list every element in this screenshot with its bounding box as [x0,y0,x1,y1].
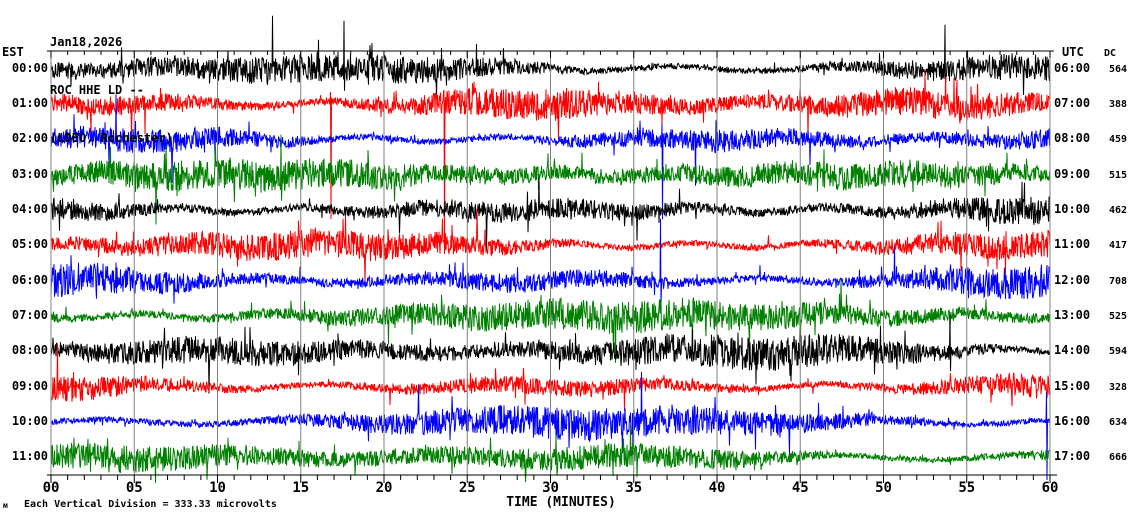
est-time-label: 05:00 [11,237,48,251]
est-time-label: 06:00 [11,273,48,287]
dc-value: 417 [1108,240,1127,251]
utc-axis-header: UTC [1062,45,1084,59]
x-tick-label: 10 [209,480,226,496]
dc-value: 666 [1108,452,1127,463]
x-tick-label: 40 [708,480,726,496]
est-time-label: 10:00 [11,414,48,428]
x-tick-label: 30 [542,480,559,496]
x-tick-label: 05 [125,480,143,496]
est-time-label: 07:00 [11,308,48,322]
utc-time-label: 17:00 [1054,449,1091,463]
est-time-label: 03:00 [11,167,48,181]
corner-watermark: м [3,501,8,510]
dc-value: 564 [1108,64,1127,75]
dc-value: 708 [1108,276,1127,287]
est-time-label: 08:00 [11,343,48,357]
utc-time-label: 09:00 [1054,167,1091,181]
scale-note: Each Vertical Division = 333.33 microvol… [24,499,277,510]
dc-value: 594 [1108,346,1127,357]
x-axis-title: TIME (MINUTES) [506,495,616,510]
est-time-label: 00:00 [11,61,48,75]
x-tick-label: 20 [375,480,393,496]
dc-value: 515 [1108,170,1127,181]
title-date: Jan18,2026 [50,35,123,49]
utc-time-label: 16:00 [1054,414,1091,428]
dc-value: 328 [1108,382,1127,393]
utc-time-label: 10:00 [1054,202,1091,216]
title-block: Jan18,2026 ROC HHE LD -- (LDEO, Rocheste… [50,2,173,178]
est-axis-header: EST [2,45,24,59]
x-tick-label: 25 [458,480,476,496]
est-time-label: 02:00 [11,131,48,145]
x-tick-label: 45 [791,480,809,496]
utc-time-label: 06:00 [1054,61,1091,75]
utc-time-label: 15:00 [1054,379,1091,393]
dc-value: 634 [1108,417,1127,428]
x-tick-label: 55 [958,480,976,496]
utc-time-label: 11:00 [1054,237,1091,251]
utc-time-label: 12:00 [1054,273,1091,287]
x-tick-label: 35 [625,480,643,496]
x-tick-label: 60 [1041,480,1059,496]
x-tick-label: 50 [875,480,892,496]
utc-time-label: 14:00 [1054,343,1091,357]
title-station: ROC HHE LD -- [50,83,144,97]
est-time-label: 09:00 [11,379,48,393]
dc-value: 462 [1108,205,1127,216]
dc-value: 525 [1108,311,1127,322]
dc-value: 388 [1108,99,1127,110]
x-tick-label: 00 [42,480,60,496]
est-time-label: 11:00 [11,449,48,463]
utc-time-label: 13:00 [1054,308,1091,322]
dc-value: 459 [1108,134,1127,145]
title-location: (LDEO, Rochester) [50,131,173,145]
x-tick-label: 15 [292,480,310,496]
est-time-label: 04:00 [11,202,48,216]
utc-time-label: 08:00 [1054,131,1091,145]
est-time-label: 01:00 [11,96,48,110]
utc-time-label: 07:00 [1054,96,1091,110]
dc-column-header: DC [1104,48,1117,59]
